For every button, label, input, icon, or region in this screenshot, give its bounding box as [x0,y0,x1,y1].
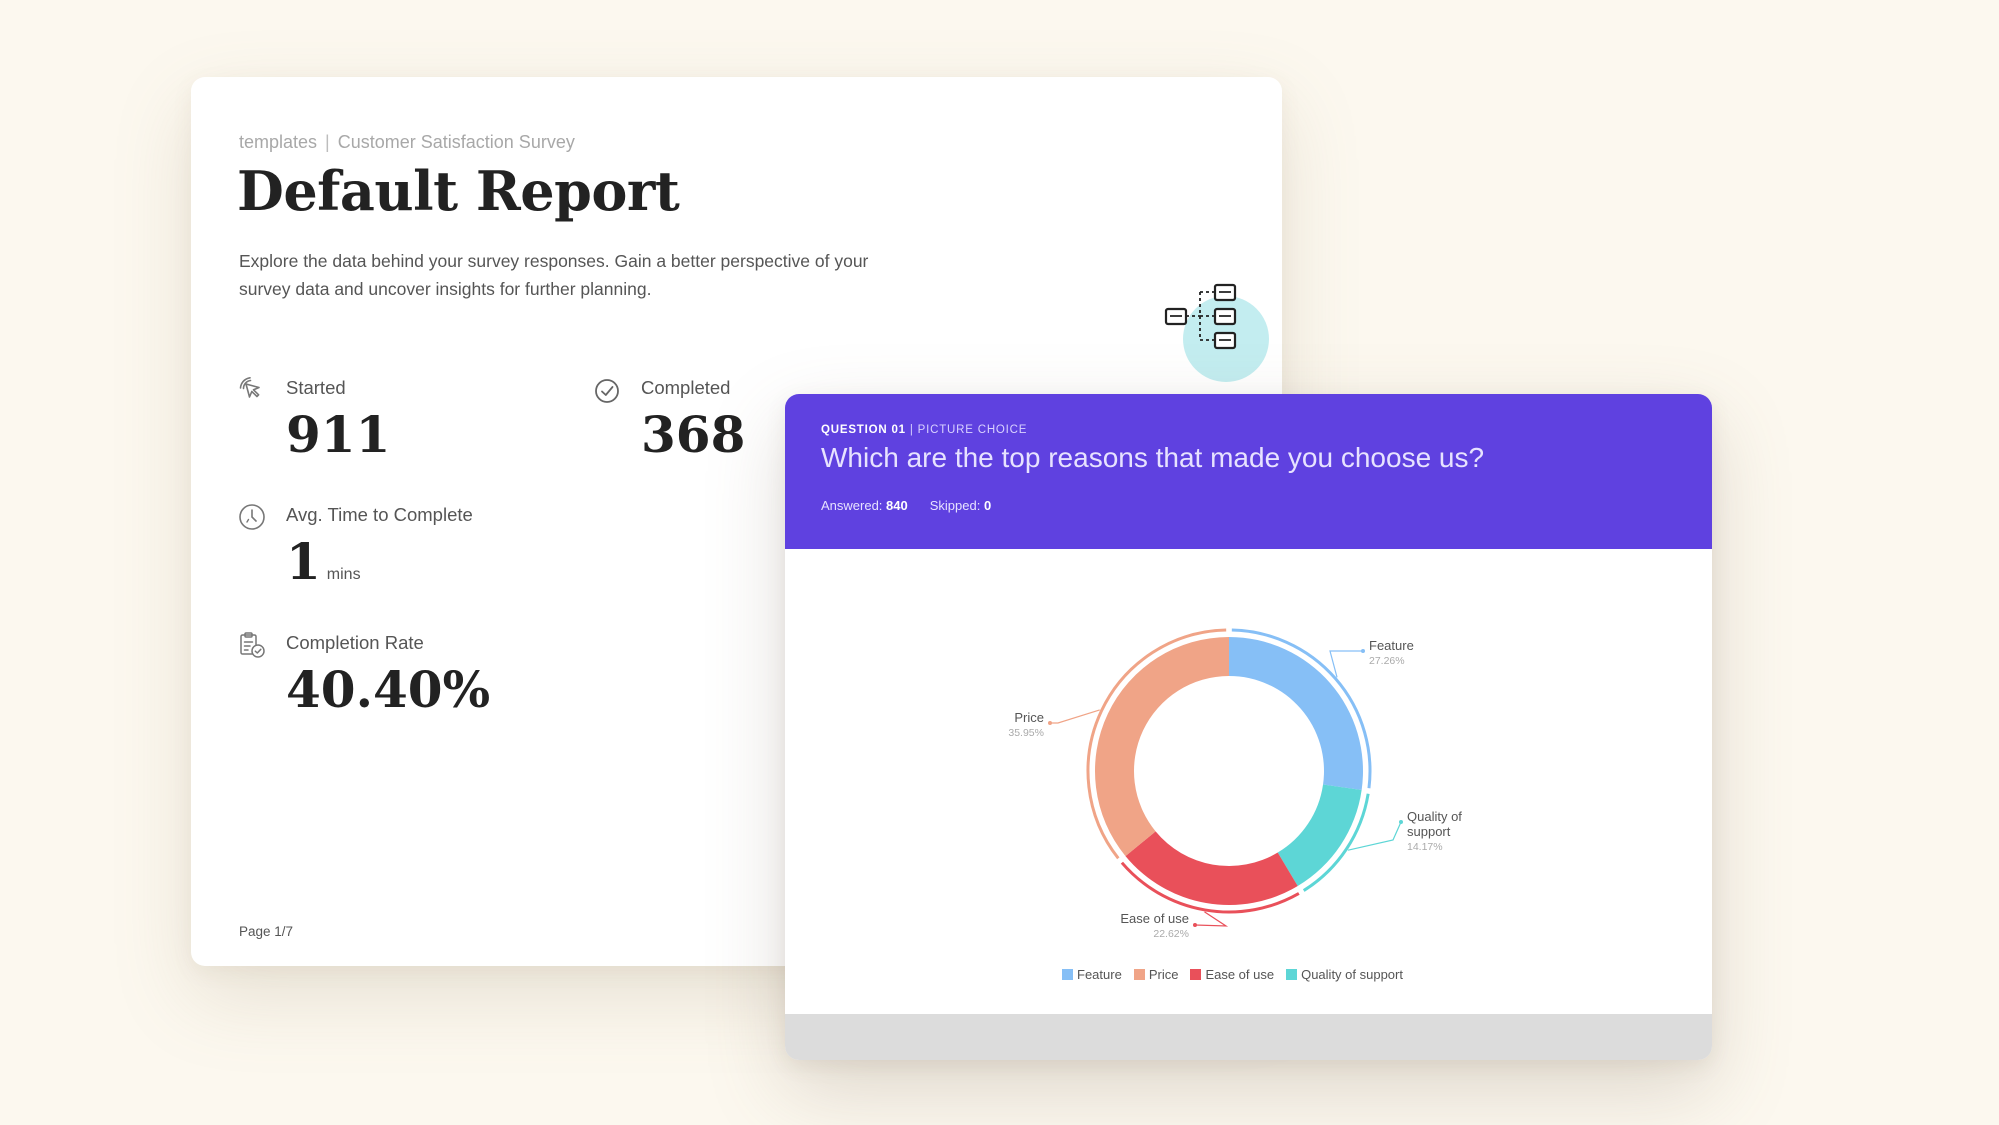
stat-completion-rate-label: Completion Rate [286,632,424,653]
leader-dot-ease-of-use [1193,923,1197,927]
flow-diagram-icon [1164,283,1269,382]
legend-item-feature[interactable]: Feature [1062,967,1122,982]
stat-avg-time-value-wrap: 1 mins [286,532,361,591]
legend-item-ease-of-use[interactable]: Ease of use [1190,967,1274,982]
legend-label: Quality of support [1301,967,1403,982]
question-kicker-separator: | [909,424,914,436]
stat-avg-time-value: 1 [286,532,321,591]
slice-label-price: Price [1014,710,1044,725]
slice-percent-ease-of-use: 22.62% [1153,928,1189,940]
clock-icon [239,504,265,530]
donut-slice-feature[interactable] [1229,637,1363,790]
question-footer-bar [785,1014,1712,1060]
skipped-value: 0 [983,498,992,513]
legend-label: Ease of use [1205,967,1275,982]
question-card: QUESTION 01 | PICTURE CHOICE Which are t… [785,394,1712,1060]
leader-line-price [1050,709,1100,724]
breadcrumb-separator: | [325,132,330,152]
leader-dot-price [1048,721,1052,725]
question-number: QUESTION 01 [821,424,906,436]
slice-percent-price: 35.95% [1008,727,1044,739]
legend-item-price[interactable]: Price [1133,967,1179,982]
slice-percent-quality-of-support: 14.17% [1407,841,1443,853]
leader-line-feature [1329,650,1363,678]
legend-swatch [1133,969,1145,980]
stat-completion-rate-value: 40.40% [286,660,491,719]
stat-avg-time-label: Avg. Time to Complete [286,504,473,525]
stat-started-label: Started [286,377,346,398]
slice-label-ease-of-use: Ease of use [1120,911,1189,926]
stat-completed-label: Completed [641,377,731,398]
legend-swatch [1286,969,1298,980]
donut-slice-price[interactable] [1095,637,1229,857]
question-header: QUESTION 01 | PICTURE CHOICE Which are t… [785,394,1712,549]
leader-line-quality-of-support [1347,821,1402,851]
question-body [785,549,1712,1009]
leader-dot-quality-of-support [1399,820,1403,824]
answered-value: 840 [886,498,908,513]
slice-label-quality-of-support: Quality of [1407,809,1462,824]
slice-percent-feature: 27.26% [1369,655,1405,667]
slice-label-quality-of-support: support [1407,824,1451,839]
donut-ring-ease-of-use [1120,861,1300,914]
leader-line-ease-of-use [1194,911,1229,927]
page-indicator: Page 1/7 [239,924,294,939]
legend-item-quality-of-support[interactable]: Quality of support [1286,967,1403,982]
skipped-label: Skipped: [929,498,981,513]
answered-label: Answered: [821,498,883,513]
question-stats: Answered: 840 Skipped: 0 [821,498,991,513]
slice-label-feature: Feature [1369,638,1414,653]
check-circle-icon [595,379,619,403]
question-type: PICTURE CHOICE [917,424,1028,436]
page-title: Default Report [237,159,680,223]
cursor-click-icon [239,377,260,398]
stat-started-value: 911 [286,405,391,464]
donut-ring-quality-of-support [1302,793,1370,892]
legend-label: Price [1148,967,1179,982]
donut-ring-feature [1231,628,1372,789]
breadcrumb: templates | Customer Satisfaction Survey [239,132,575,153]
question-kicker: QUESTION 01 | PICTURE CHOICE [821,424,1027,436]
report-description: Explore the data behind your survey resp… [239,251,869,299]
leader-dot-feature [1361,649,1365,653]
legend-swatch [1062,969,1073,980]
donut-ring-price [1086,628,1227,860]
chart-legend: Feature Price Ease of use Quality of suppor… [1062,967,1403,982]
donut-slice-ease-of-use[interactable] [1125,831,1298,905]
stat-completed-value: 368 [641,405,746,464]
stat-avg-time-unit: mins [326,566,361,583]
question-title: Which are the top reasons that made you … [821,442,1485,473]
donut-slice-quality-of-support[interactable] [1277,784,1362,887]
breadcrumb-current: Customer Satisfaction Survey [337,132,575,152]
clipboard-check-icon [240,632,265,658]
legend-label: Feature [1077,967,1122,982]
breadcrumb-parent-link[interactable]: templates [239,132,318,152]
legend-swatch [1190,969,1202,980]
